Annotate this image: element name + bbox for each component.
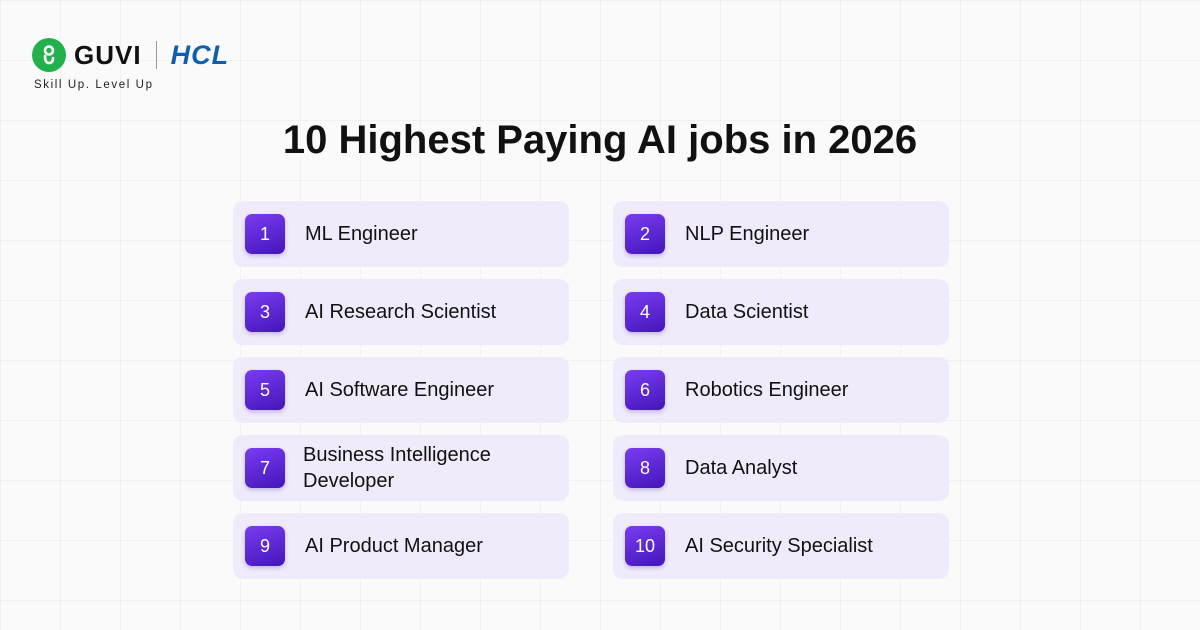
job-card: 3 AI Research Scientist [233, 279, 569, 345]
guvi-wordmark: GUVI [74, 39, 142, 70]
rank-badge: 4 [625, 292, 665, 332]
rank-badge: 8 [625, 448, 665, 488]
job-card: 7 Business Intelligence Developer [233, 435, 569, 501]
rank-badge: 1 [245, 214, 285, 254]
page-title: 10 Highest Paying AI jobs in 2026 [282, 118, 918, 162]
job-card: 4 Data Scientist [613, 279, 949, 345]
job-card: 8 Data Analyst [613, 435, 949, 501]
job-card: 1 ML Engineer [233, 201, 569, 267]
rank-badge: 2 [625, 214, 665, 254]
rank-badge: 3 [245, 292, 285, 332]
job-card: 5 AI Software Engineer [233, 357, 569, 423]
hcl-wordmark: HCL [170, 39, 230, 70]
job-card: 2 NLP Engineer [613, 201, 949, 267]
job-card: 10 AI Security Specialist [613, 513, 949, 579]
job-title: Data Scientist [685, 301, 809, 323]
job-title: Robotics Engineer [685, 379, 849, 401]
job-title: AI Research Scientist [305, 301, 497, 323]
rank-badge: 9 [245, 526, 285, 566]
job-title: AI Security Specialist [685, 535, 873, 557]
rank-badge: 10 [625, 526, 665, 566]
job-card: 9 AI Product Manager [233, 513, 569, 579]
guvi-logo-icon [32, 38, 66, 72]
job-title: NLP Engineer [685, 223, 810, 245]
logo-divider [155, 41, 157, 69]
rank-badge: 7 [245, 448, 285, 488]
brand-tagline: Skill Up. Level Up [34, 79, 154, 91]
job-title: AI Software Engineer [305, 379, 494, 401]
brand-logo: GUVI HCL [32, 38, 229, 72]
job-card: 6 Robotics Engineer [613, 357, 949, 423]
job-title: Data Analyst [685, 457, 798, 479]
rank-badge: 6 [625, 370, 665, 410]
job-title: Business Intelligence Developer [303, 444, 491, 492]
rank-badge: 5 [245, 370, 285, 410]
job-title: AI Product Manager [305, 535, 483, 557]
job-title: ML Engineer [305, 223, 418, 245]
